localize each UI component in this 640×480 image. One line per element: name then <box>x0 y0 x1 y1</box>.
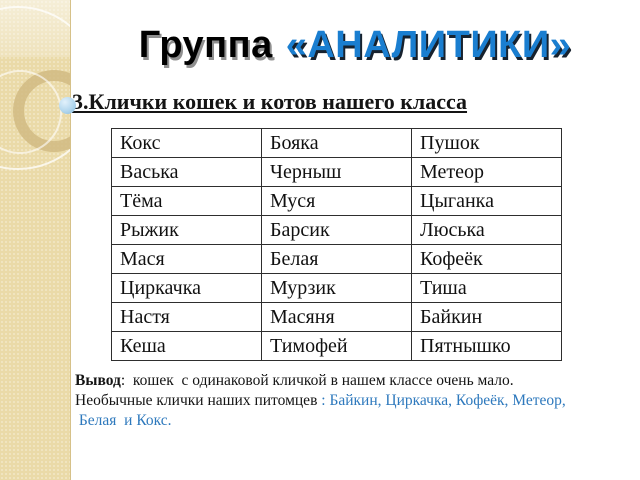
table-cell: Байкин <box>411 302 562 332</box>
conclusion-line-2: Необычные клички наших питомцев : Байкин… <box>75 391 615 411</box>
table-row: Васька Черныш Метеор <box>111 157 562 187</box>
table-row: Мася Белая Кофеёк <box>111 244 562 274</box>
table-cell: Тиша <box>411 273 562 303</box>
table-row: Кеша Тимофей Пятнышко <box>111 331 562 361</box>
table-cell: Кофеёк <box>411 244 562 274</box>
table-cell: Масяня <box>261 302 412 332</box>
table-row: Рыжик Барсик Люська <box>111 215 562 245</box>
conclusion-line-1: Вывод: кошек с одинаковой кличкой в наше… <box>75 371 615 391</box>
table-cell: Бояка <box>261 128 412 158</box>
conclusion-line-3: Белая и Кокс. <box>75 411 615 431</box>
table-cell: Кокс <box>111 128 262 158</box>
table-cell: Белая <box>261 244 412 274</box>
table-cell: Васька <box>111 157 262 187</box>
title-word: Группа <box>138 24 273 66</box>
table-cell: Рыжик <box>111 215 262 245</box>
conclusion-text-blue: : Байкин, Циркачка, Кофеёк, Метеор, <box>321 392 566 409</box>
table-cell: Мурзик <box>261 273 412 303</box>
table-cell: Тёма <box>111 186 262 216</box>
table-cell: Мася <box>111 244 262 274</box>
table-cell: Циркачка <box>111 273 262 303</box>
table-cell: Метеор <box>411 157 562 187</box>
table-cell: Пятнышко <box>411 331 562 361</box>
conclusion-text-black: Необычные клички наших питомцев <box>75 392 322 409</box>
conclusion-label: Вывод <box>75 372 121 389</box>
decorative-side-strip <box>0 0 71 480</box>
conclusion-text: : кошек с одинаковой кличкой в нашем кла… <box>120 372 514 389</box>
table-row: Кокс Бояка Пушок <box>111 128 562 158</box>
table-cell: Люська <box>411 215 562 245</box>
table-row: Циркачка Мурзик Тиша <box>111 273 562 303</box>
slide-title: Группа «АНАЛИТИКИ» <box>70 24 640 67</box>
table-cell: Настя <box>111 302 262 332</box>
conclusion-block: Вывод: кошек с одинаковой кличкой в наше… <box>75 371 615 431</box>
table-cell: Кеша <box>111 331 262 361</box>
conclusion-text-blue-2: Белая и Кокс. <box>75 412 172 429</box>
cat-names-table: Кокс Бояка Пушок Васька Черныш Метеор Тё… <box>111 128 562 361</box>
table-cell: Муся <box>261 186 412 216</box>
table-cell: Барсик <box>261 215 412 245</box>
table-cell: Черныш <box>261 157 412 187</box>
table-row: Тёма Муся Цыганка <box>111 186 562 216</box>
table-row: Настя Масяня Байкин <box>111 302 562 332</box>
table-cell: Цыганка <box>411 186 562 216</box>
table-cell: Пушок <box>411 128 562 158</box>
slide-subtitle: 3.Клички кошек и котов нашего класса <box>72 89 468 114</box>
bullet-bead-icon <box>59 97 76 114</box>
title-group-name: «АНАЛИТИКИ» <box>285 24 572 66</box>
table-cell: Тимофей <box>261 331 412 361</box>
